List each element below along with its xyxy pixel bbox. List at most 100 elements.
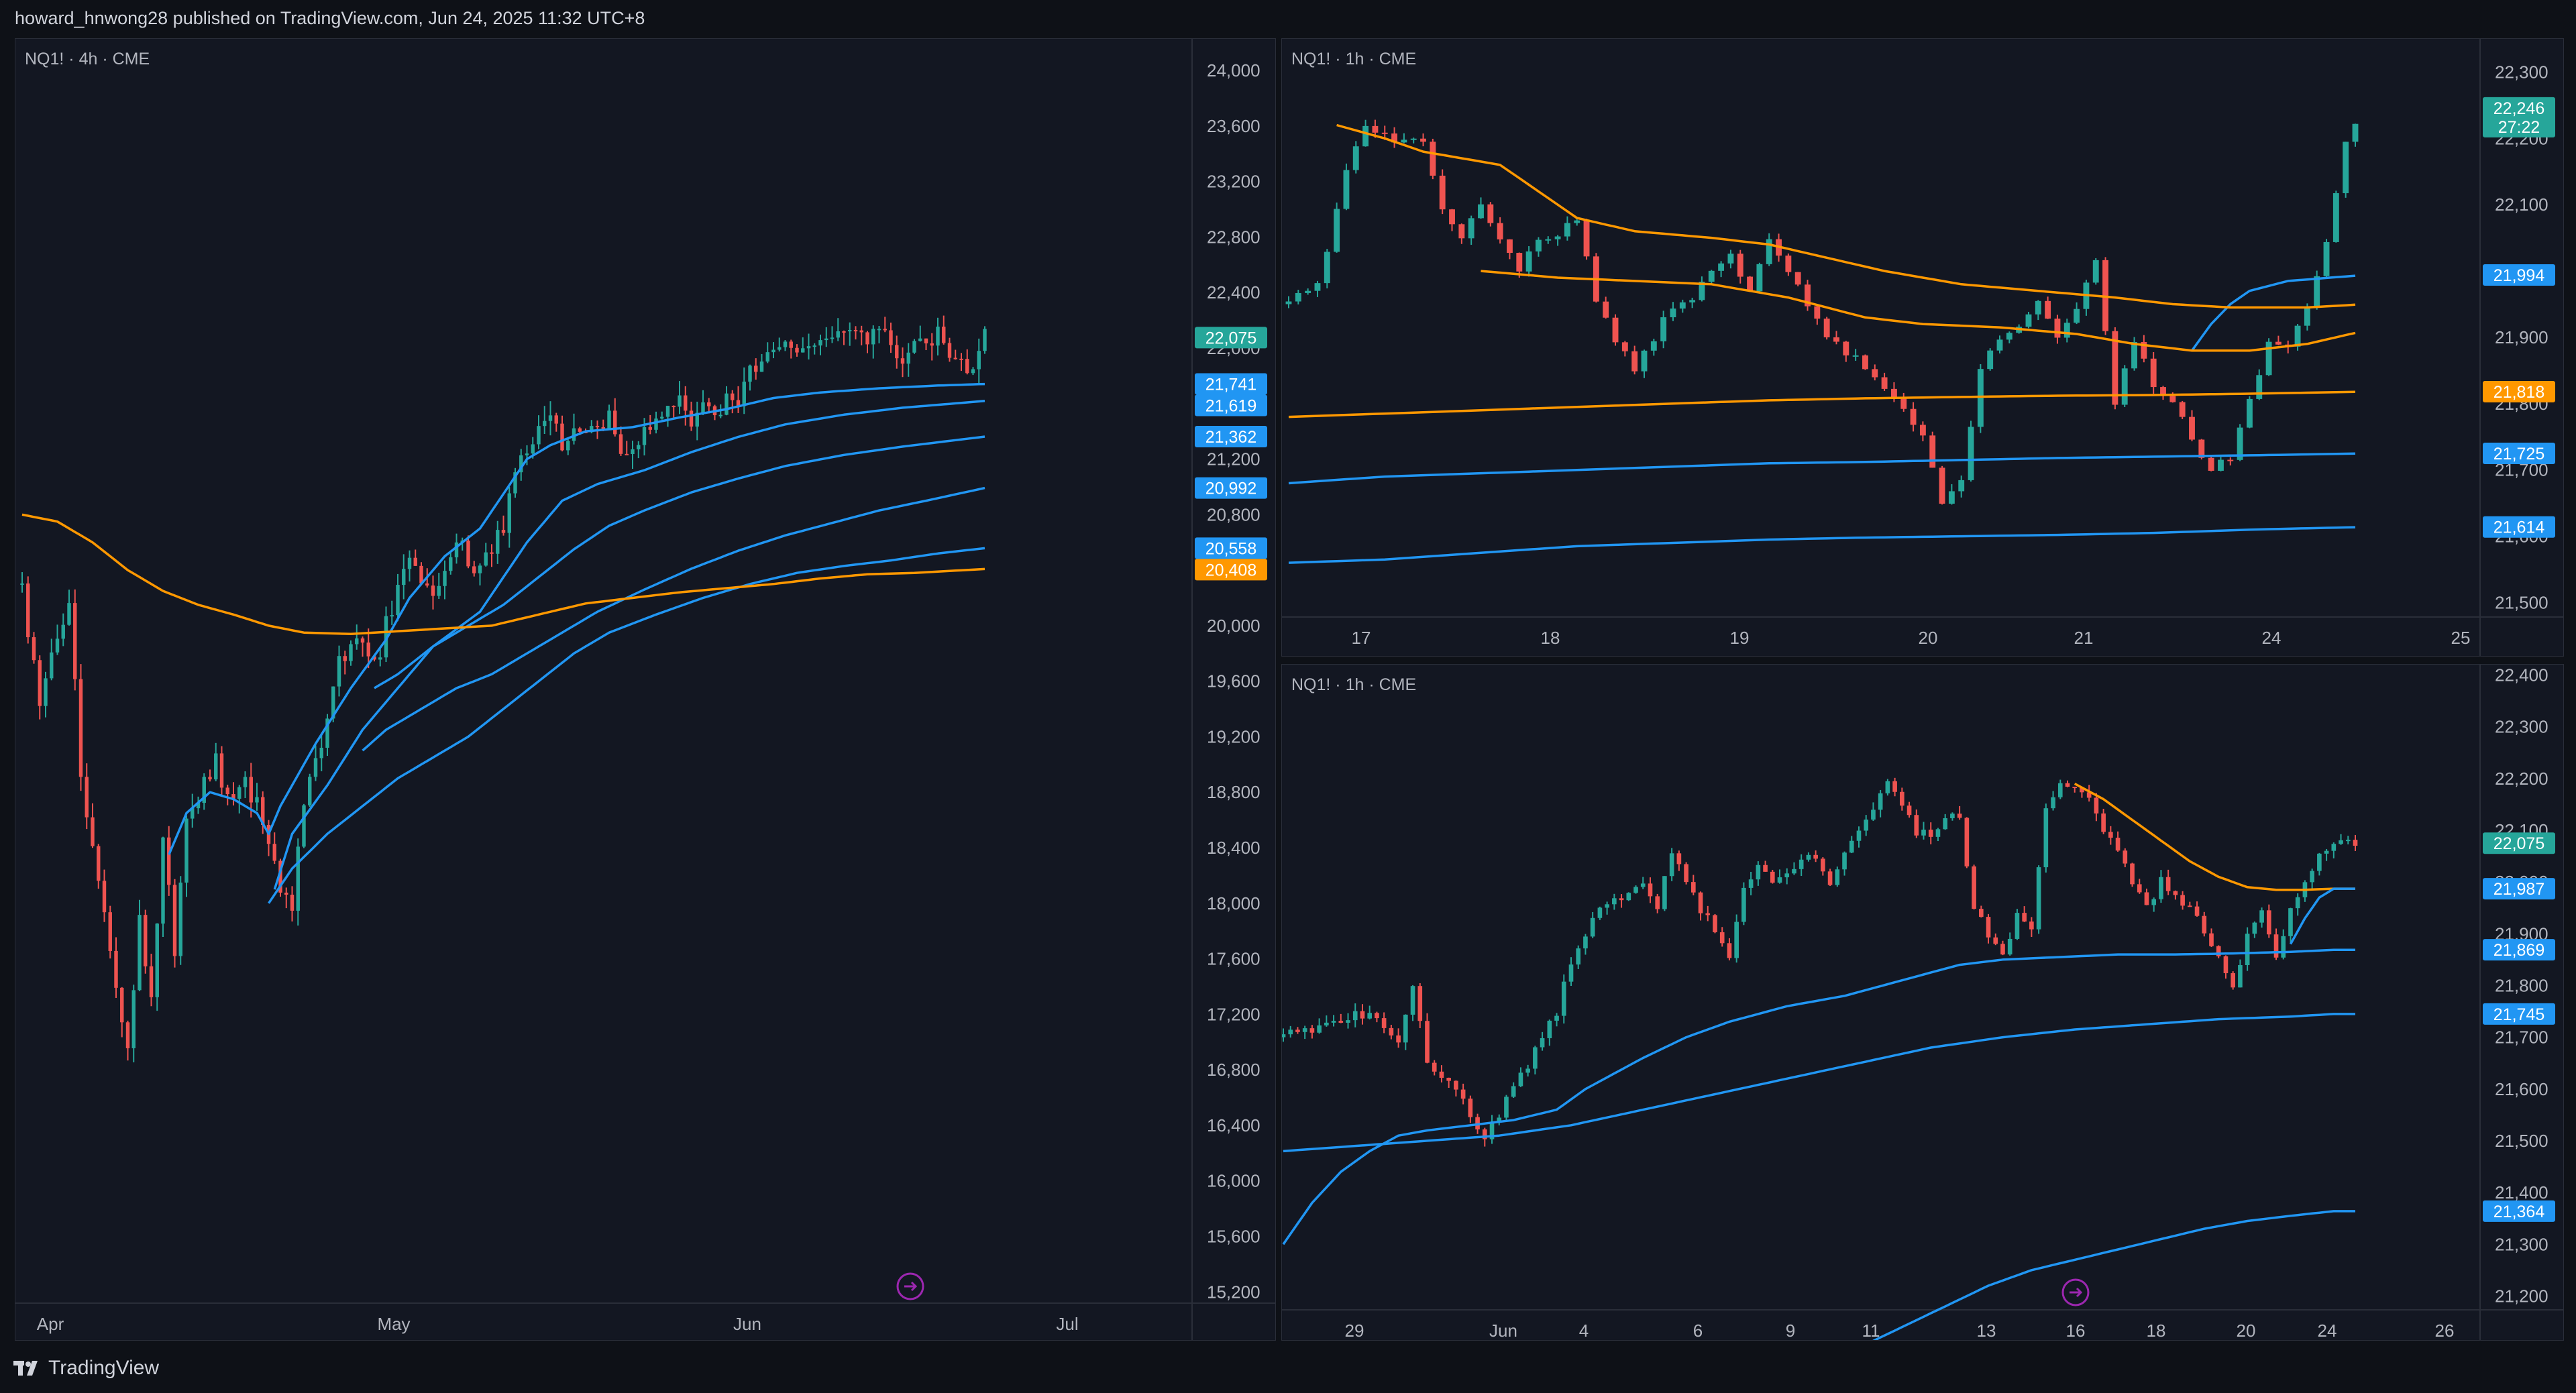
candle-body (2332, 193, 2339, 242)
candle-body (67, 603, 71, 625)
candle-body (859, 330, 863, 333)
candle-body (1910, 408, 1917, 425)
candle-body (572, 428, 576, 441)
candle-body (1935, 829, 1941, 837)
candle-body (1747, 276, 1754, 292)
candle-body (2317, 853, 2322, 871)
candle-body (184, 818, 189, 883)
candle-body (2246, 398, 2253, 428)
candle-body (695, 412, 699, 427)
candle-body (144, 915, 148, 966)
candle-body (613, 410, 617, 435)
candle-body (1823, 319, 1830, 337)
candle-body (1878, 793, 1883, 810)
candle-body (2141, 341, 2147, 359)
candle-body (525, 453, 529, 455)
candle-body (806, 346, 811, 349)
candle-body (2057, 783, 2063, 797)
time-tick-label: 20 (1919, 628, 1938, 648)
price-badge (2483, 832, 2555, 854)
candle-body (1583, 220, 1590, 257)
footer-brand[interactable]: TradingView (48, 1356, 160, 1379)
time-tick-label: 13 (1977, 1321, 1996, 1340)
candle-body (2123, 850, 2128, 864)
candle-body (783, 341, 788, 347)
candle-body (2035, 300, 2041, 315)
candle-body (1487, 204, 1494, 223)
candle-body (155, 924, 159, 997)
candle-body (191, 808, 195, 819)
footer-bar: TradingView (0, 1343, 2576, 1393)
price-tick-label: 22,800 (1207, 227, 1260, 247)
candle-body (977, 351, 981, 370)
candle-body (665, 406, 670, 417)
candle-body (490, 552, 494, 554)
candle-body (1372, 125, 1379, 133)
price-badge-label: 22,075 (1205, 329, 1256, 347)
price-tick-label: 21,700 (2495, 1027, 2548, 1048)
candle-body (1939, 467, 1945, 504)
chart-bottom-right-svg: 22,40022,30022,20022,10022,00021,90021,8… (1282, 665, 2563, 1340)
replay-icon[interactable] (2061, 1278, 2090, 1306)
candle-body (1564, 223, 1570, 237)
chart-panel-top-right[interactable]: NQ1! · 1h · CME 22,30022,20022,10022,000… (1281, 38, 2564, 657)
candle-body (1892, 781, 1897, 792)
candle-body (718, 414, 722, 416)
price-tick-label: 21,200 (1207, 449, 1260, 469)
candle-body (1525, 1068, 1530, 1073)
price-tick-label: 23,600 (1207, 116, 1260, 136)
moving-average-line (21, 513, 985, 636)
price-badge-label: 21,362 (1205, 428, 1256, 447)
candle-body (372, 656, 376, 660)
chart-panel-left[interactable]: NQ1! · 4h · CME 24,000 23,600 23,200 22,800… (15, 38, 1276, 1341)
candle-body (255, 797, 259, 803)
candle-body (1964, 818, 1970, 867)
candle-body (1612, 317, 1619, 343)
time-tick-label: 18 (1541, 628, 1560, 648)
time-tick-label: 21 (2074, 628, 2094, 648)
candle-body (384, 616, 388, 658)
candle-body (472, 566, 476, 573)
candle-body (507, 493, 511, 533)
candle-body (1660, 317, 1667, 341)
candle-body (1489, 1122, 1495, 1139)
candle-body (1401, 140, 1407, 143)
candle-body (2080, 787, 2084, 793)
chart-panel-bottom-right[interactable]: NQ1! · 1h · CME 22,400 22,300 22,200 22,100… (1281, 664, 2564, 1341)
candle-body (443, 571, 447, 586)
candle-body (61, 624, 65, 639)
moving-average-line (1481, 270, 2356, 352)
candle-body (1806, 854, 1811, 860)
candle-body (590, 426, 594, 433)
price-badge-label: 21,818 (2493, 383, 2544, 402)
candle-body (883, 329, 887, 331)
candle-body (1907, 805, 1912, 816)
price-tick-label: 21,600 (2495, 1079, 2548, 1099)
candle-body (1929, 435, 1936, 468)
time-tick-label: 26 (2435, 1321, 2455, 1340)
price-tick-label: 22,300 (2495, 717, 2548, 737)
candle-body (1719, 932, 1725, 944)
candle-body (2115, 838, 2121, 851)
candle-body (319, 747, 323, 759)
candle-body (836, 331, 840, 338)
candle-body (2065, 783, 2070, 787)
candle-body (1662, 876, 1667, 909)
candle-body (313, 758, 318, 777)
candle-body (1403, 1014, 1408, 1043)
candle-body (1362, 125, 1369, 147)
candle-body (50, 652, 54, 679)
moving-average-line (1283, 1013, 2355, 1153)
price-tick-label: 21,300 (2495, 1234, 2548, 1254)
candle-body (1282, 1034, 1286, 1038)
candle-body (1621, 342, 1628, 351)
time-tick-label: 11 (1862, 1321, 1880, 1340)
candle-body (818, 340, 822, 346)
price-badge-label: 21,614 (2493, 518, 2545, 537)
candle-body (2231, 973, 2236, 988)
candle-body (2331, 844, 2337, 851)
candle-body (1833, 337, 1839, 342)
candle-body (219, 753, 224, 788)
replay-icon[interactable] (896, 1272, 924, 1300)
candle-body (1827, 871, 1833, 885)
